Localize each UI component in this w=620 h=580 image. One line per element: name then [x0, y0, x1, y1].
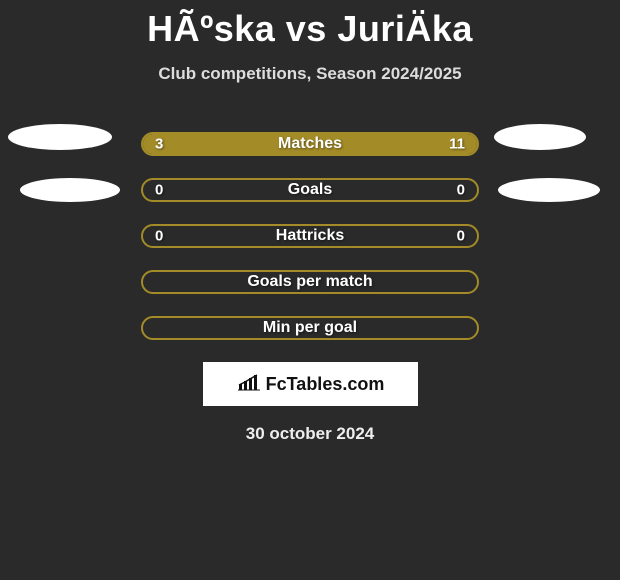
stat-bar: Min per goal: [141, 316, 479, 340]
bar-value-right: 0: [457, 182, 465, 199]
logo-box: FcTables.com: [203, 362, 418, 406]
bar-value-right: 11: [449, 136, 465, 153]
date-line: 30 october 2024: [0, 424, 620, 444]
bar-fill-left: [143, 134, 210, 154]
stat-bar: 0 0 Goals: [141, 178, 479, 202]
decorative-ellipse: [498, 178, 600, 202]
bars-container: 3 11 Matches 0 0 Goals 0 0 Hattricks Goals per ma…: [141, 132, 479, 340]
bar-label: Goals: [288, 181, 332, 199]
bar-label: Min per goal: [263, 319, 357, 337]
bar-value-left: 0: [155, 228, 163, 245]
bar-value-left: 3: [155, 136, 163, 153]
decorative-ellipse: [20, 178, 120, 202]
bar-fill-right: [210, 134, 477, 154]
decorative-ellipse: [494, 124, 586, 150]
stat-bar: 3 11 Matches: [141, 132, 479, 156]
bar-label: Hattricks: [276, 227, 344, 245]
bar-value-right: 0: [457, 228, 465, 245]
stat-bar: 0 0 Hattricks: [141, 224, 479, 248]
chart-ascending-icon: [236, 372, 262, 397]
stat-bar: Goals per match: [141, 270, 479, 294]
bar-label: Goals per match: [247, 273, 372, 291]
bar-label: Matches: [278, 135, 342, 153]
decorative-ellipse: [8, 124, 112, 150]
bar-value-left: 0: [155, 182, 163, 199]
logo-text: FcTables.com: [266, 374, 385, 395]
subtitle: Club competitions, Season 2024/2025: [0, 64, 620, 84]
page-title: HÃºska vs JuriÄka: [0, 0, 620, 50]
